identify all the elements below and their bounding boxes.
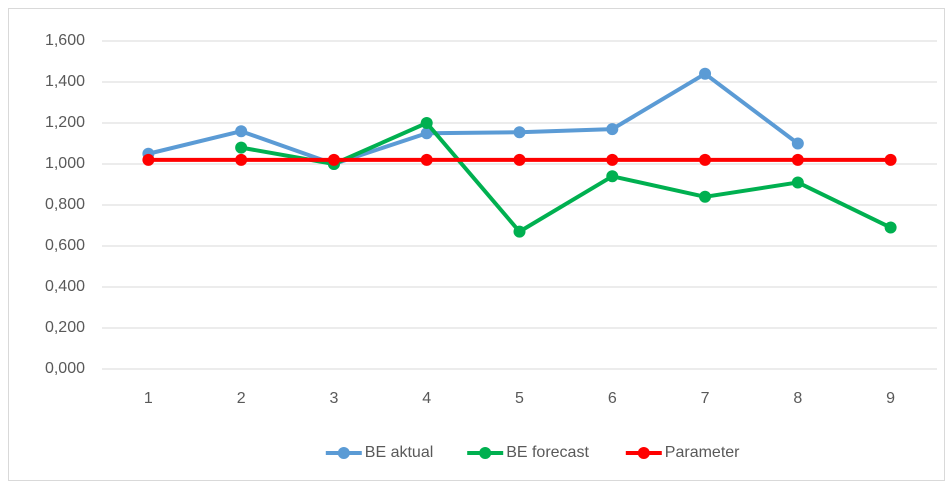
legend-marker	[637, 447, 650, 459]
series-line	[147, 71, 800, 166]
point	[513, 225, 526, 238]
y-tick-label: 1,600	[45, 32, 85, 49]
point	[142, 153, 155, 166]
legend-label: BE aktual	[365, 444, 433, 461]
point	[235, 153, 248, 166]
chart-border	[8, 8, 945, 481]
point	[884, 153, 897, 166]
y-tick-label: 0,000	[45, 360, 85, 377]
point	[884, 221, 897, 234]
point	[420, 127, 433, 140]
point	[699, 190, 712, 203]
x-tick-label: 9	[886, 390, 895, 407]
point	[606, 170, 619, 183]
point	[420, 153, 433, 166]
point	[327, 153, 340, 166]
y-tick-label: 1,400	[45, 73, 85, 90]
x-tick-label: 8	[793, 390, 802, 407]
point	[235, 141, 248, 154]
y-tick-label: 1,000	[45, 155, 85, 172]
legend-label: Parameter	[665, 444, 740, 461]
point	[606, 153, 619, 166]
point	[606, 123, 619, 136]
point	[699, 67, 712, 80]
y-tick-label: 1,200	[45, 114, 85, 131]
x-tick-label: 6	[608, 390, 617, 407]
point	[513, 153, 526, 166]
point	[420, 117, 433, 129]
legend-marker	[479, 447, 492, 459]
point	[235, 125, 248, 138]
y-tick-label: 0,800	[45, 196, 85, 213]
x-tick-label: 1	[144, 390, 153, 407]
point	[791, 153, 804, 166]
x-tick-label: 4	[422, 390, 431, 407]
y-tick-label: 0,600	[45, 237, 85, 254]
y-tick-label: 0,400	[45, 278, 85, 295]
x-tick-label: 3	[329, 390, 338, 407]
series-line	[240, 121, 892, 234]
x-tick-label: 7	[701, 390, 710, 407]
point	[791, 137, 804, 150]
legend-marker	[337, 447, 350, 459]
point	[513, 126, 526, 139]
x-tick-label: 5	[515, 390, 524, 407]
point	[791, 176, 804, 189]
x-tick-label: 2	[237, 390, 246, 407]
legend-label: BE forecast	[506, 444, 589, 461]
point	[699, 153, 712, 166]
y-tick-label: 0,200	[45, 319, 85, 336]
